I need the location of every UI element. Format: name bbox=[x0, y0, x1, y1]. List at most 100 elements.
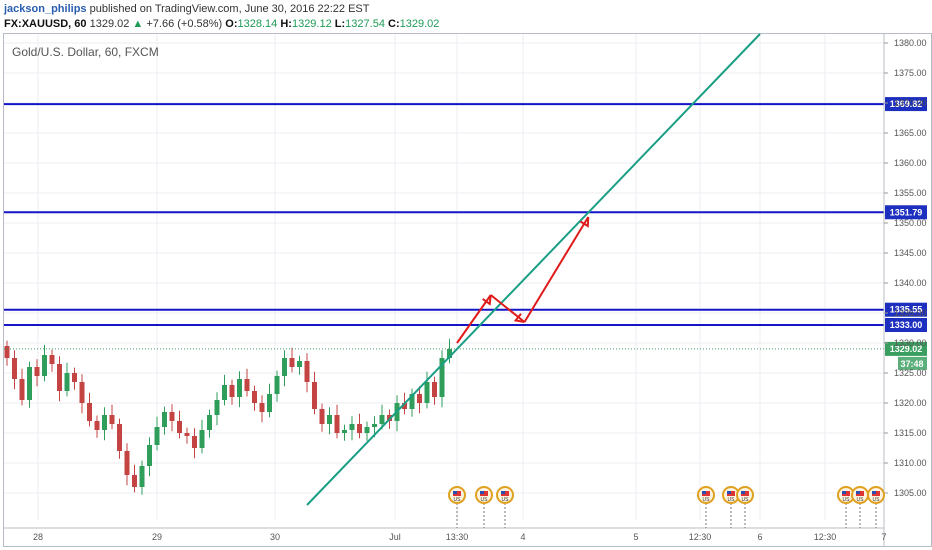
candle-body bbox=[139, 466, 145, 487]
candle-body bbox=[432, 382, 437, 397]
candle-body bbox=[184, 433, 190, 436]
y-tick-label: 1325.00 bbox=[894, 368, 927, 378]
event-country-label: US bbox=[502, 497, 510, 503]
candle-body bbox=[42, 355, 47, 376]
chart-title: Gold/U.S. Dollar, 60, FXCM bbox=[12, 45, 159, 59]
candle-body bbox=[117, 424, 122, 451]
candle-body bbox=[79, 382, 85, 403]
y-tick-label: 1315.00 bbox=[894, 428, 927, 438]
candle-body bbox=[19, 379, 25, 400]
y-tick-label: 1355.00 bbox=[894, 188, 927, 198]
candle-body bbox=[237, 379, 242, 397]
candle-body bbox=[147, 445, 152, 466]
publication-line: jackson_philips published on TradingView… bbox=[4, 2, 439, 17]
projection-segment bbox=[523, 216, 590, 323]
y-tick-label: 1360.00 bbox=[894, 158, 927, 168]
y-tick-label: 1305.00 bbox=[894, 488, 927, 498]
candle-body bbox=[87, 403, 92, 421]
level-tag-label: 1369.82 bbox=[890, 99, 923, 109]
candle-body bbox=[162, 412, 167, 427]
event-country-label: US bbox=[873, 497, 881, 503]
y-tick-label: 1310.00 bbox=[894, 458, 927, 468]
flag-canton-icon bbox=[741, 491, 745, 494]
candle-body bbox=[319, 409, 325, 424]
x-tick-label: 4 bbox=[520, 532, 525, 542]
candle-body bbox=[417, 394, 422, 403]
candles bbox=[4, 338, 452, 495]
level-tag-label: 1335.55 bbox=[890, 305, 923, 315]
flag-canton-icon bbox=[501, 491, 505, 494]
y-tick-label: 1375.00 bbox=[894, 68, 927, 78]
candle-body bbox=[169, 412, 175, 421]
high-value: 1329.12 bbox=[291, 18, 332, 30]
flag-canton-icon bbox=[480, 491, 484, 494]
candle-body bbox=[4, 346, 10, 358]
x-tick-label: 30 bbox=[270, 532, 280, 542]
candle-body bbox=[244, 379, 250, 391]
grid-lines bbox=[4, 34, 885, 520]
x-tick-label: 12:30 bbox=[689, 532, 712, 542]
arrowhead-icon bbox=[513, 313, 525, 323]
open-value: 1328.14 bbox=[237, 18, 278, 30]
x-tick-label: 28 bbox=[33, 532, 43, 542]
y-tick-label: 1345.00 bbox=[894, 248, 927, 258]
candle-body bbox=[229, 385, 235, 397]
flag-canton-icon bbox=[856, 491, 860, 494]
event-country-label: US bbox=[742, 497, 750, 503]
low-label: L: bbox=[334, 18, 346, 30]
open-label: O: bbox=[225, 18, 238, 30]
candle-body bbox=[312, 382, 317, 409]
event-country-label: US bbox=[843, 497, 851, 503]
x-tick-label: 12:30 bbox=[814, 532, 837, 542]
flag-canton-icon bbox=[453, 491, 457, 494]
event-country-label: US bbox=[703, 497, 711, 503]
candle-body bbox=[424, 382, 430, 403]
candle-body bbox=[409, 394, 415, 409]
candle-body bbox=[342, 430, 347, 433]
y-tick-label: 1330.00 bbox=[894, 338, 927, 348]
symbol-line: FX:XAUUSD, 60 1329.02 ▲ +7.66 (+0.58%) O… bbox=[4, 17, 439, 32]
level-tag-label: 1333.00 bbox=[890, 320, 923, 330]
candle-body bbox=[357, 424, 362, 433]
projection-group bbox=[456, 216, 590, 344]
candle-body bbox=[402, 403, 407, 409]
candle-body bbox=[124, 451, 130, 475]
symbol-label[interactable]: FX:XAUUSD, 60 bbox=[4, 18, 87, 30]
y-tick-label: 1350.00 bbox=[894, 218, 927, 228]
candle-body bbox=[34, 367, 40, 376]
trendline bbox=[306, 33, 761, 506]
economic-events: US US US US US US US US US bbox=[448, 486, 885, 528]
arrowhead-icon bbox=[579, 216, 590, 228]
candle-body bbox=[109, 415, 115, 424]
last-price: 1329.02 bbox=[89, 18, 130, 30]
candle-body bbox=[439, 358, 445, 397]
price-change: +7.66 (+0.58%) bbox=[146, 18, 223, 30]
level-tag bbox=[885, 302, 927, 317]
published-text: published on TradingView.com, June 30, 2… bbox=[86, 3, 370, 15]
x-tick-label: Jul bbox=[389, 532, 401, 542]
current-price-tag bbox=[885, 341, 927, 356]
time-axis: 28 29 30 Jul 13:30 4 5 12:30 6 12:30 7 bbox=[4, 527, 887, 542]
event-country-label: US bbox=[481, 497, 489, 503]
candle-body bbox=[154, 427, 160, 445]
candle-body bbox=[72, 373, 77, 382]
candle-body bbox=[372, 424, 377, 427]
countdown-label: 37:48 bbox=[900, 359, 923, 369]
close-value: 1329.02 bbox=[399, 18, 440, 30]
high-label: H: bbox=[280, 18, 292, 30]
candle-body bbox=[57, 364, 62, 391]
candle-body bbox=[64, 373, 70, 391]
candle-body bbox=[379, 415, 385, 424]
x-tick-label: 7 bbox=[881, 532, 886, 542]
horizontal-levels: 1369.82 1351.79 1335.55 1333.00 1329.02 37:48 bbox=[4, 97, 927, 370]
candle-body bbox=[49, 355, 55, 364]
author-link[interactable]: jackson_philips bbox=[4, 3, 87, 15]
candle-body bbox=[27, 367, 32, 400]
price-axis: 1305.00 1310.00 1315.00 1320.00 1325.00 1330.… bbox=[883, 34, 927, 546]
trendline-group bbox=[306, 33, 761, 506]
candle-body bbox=[132, 475, 137, 487]
y-tick-label: 1365.00 bbox=[894, 128, 927, 138]
countdown-tag bbox=[898, 356, 927, 370]
candle-body bbox=[304, 361, 310, 382]
